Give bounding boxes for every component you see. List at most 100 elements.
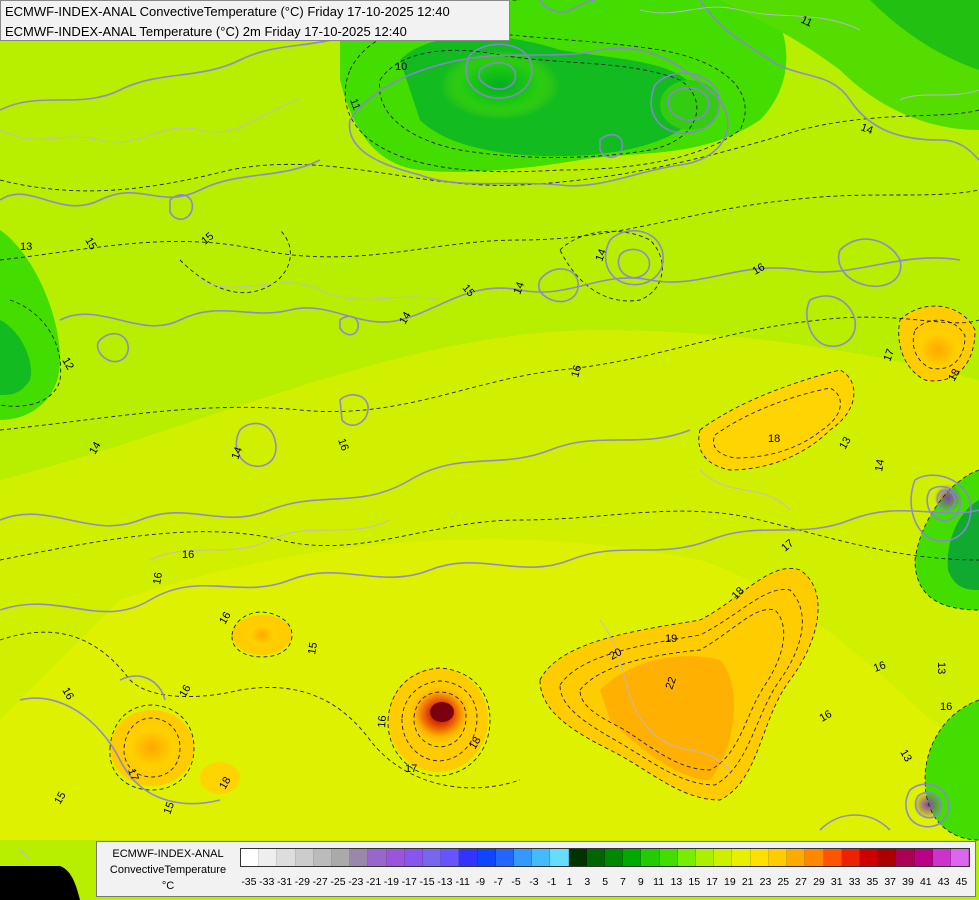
contour-label: 16 bbox=[569, 364, 584, 379]
contour-label: 14 bbox=[512, 280, 527, 296]
legend-color-cell bbox=[914, 849, 933, 866]
legend-color-cell bbox=[368, 849, 387, 866]
contour-label: 16 bbox=[872, 659, 888, 674]
legend-tick: -31 bbox=[276, 876, 293, 888]
contour-label: 14 bbox=[87, 440, 104, 457]
legend-tick: 39 bbox=[902, 876, 914, 888]
legend-tick: 7 bbox=[620, 876, 626, 888]
legend-color-cell bbox=[568, 849, 587, 866]
legend-color-cell bbox=[950, 849, 970, 866]
legend-tick-labels: -35 -33 -31 -29 -27 -25 -23 -21 -19 -17 -15 -13 -11-… bbox=[240, 876, 970, 890]
contour-label: 13 bbox=[837, 435, 854, 452]
legend-tick: 21 bbox=[741, 876, 754, 888]
contour-label: 17 bbox=[125, 767, 140, 783]
legend-tick: -13 bbox=[437, 876, 453, 888]
contour-label: 16 bbox=[335, 437, 350, 453]
legend-color-cell bbox=[896, 849, 915, 866]
contour-label: 15 bbox=[82, 236, 99, 253]
legend-color-cell bbox=[404, 849, 424, 866]
legend-tick: -17 bbox=[401, 876, 417, 888]
contour-label: 18 bbox=[768, 433, 780, 445]
legend-tick: -1 bbox=[547, 876, 557, 888]
legend-tick: -15 bbox=[419, 876, 435, 888]
legend-source: ECMWF-INDEX-ANAL bbox=[112, 848, 224, 860]
temperature-contours bbox=[0, 0, 979, 831]
legend-color-cell bbox=[787, 849, 806, 866]
legend-color-cell bbox=[841, 849, 860, 866]
contour-label: 18 bbox=[946, 367, 963, 384]
legend-tick: 25 bbox=[777, 876, 790, 888]
contour-label: 16 bbox=[751, 261, 768, 278]
contour-label: 12 bbox=[59, 356, 76, 373]
legend-color-cell bbox=[386, 849, 405, 866]
legend-color-cell bbox=[732, 849, 751, 866]
legend-color-cell bbox=[714, 849, 733, 866]
legend-variable: ConvectiveTemperature bbox=[109, 864, 227, 876]
legend-color-cell bbox=[750, 849, 769, 866]
contour-label: 16 bbox=[217, 610, 234, 627]
contour-label: 16 bbox=[177, 683, 194, 700]
contour-label: 14 bbox=[594, 247, 609, 263]
contour-label: 15 bbox=[52, 790, 69, 807]
legend-tick: 9 bbox=[637, 876, 644, 888]
legend-tick: 41 bbox=[919, 876, 932, 888]
contour-label: 10 bbox=[395, 61, 407, 73]
legend-color-cell bbox=[477, 849, 496, 866]
legend-color-cell bbox=[441, 849, 460, 866]
legend-tick: 31 bbox=[830, 876, 843, 888]
contour-label: 15 bbox=[162, 800, 177, 816]
legend-tick: 3 bbox=[584, 876, 591, 888]
legend-color-cell bbox=[350, 849, 369, 866]
legend-color-cell bbox=[495, 849, 515, 866]
contour-label: 11 bbox=[347, 97, 362, 112]
legend-tick: -19 bbox=[383, 876, 399, 888]
legend-tick: 17 bbox=[706, 876, 718, 888]
contour-label: 14 bbox=[859, 122, 875, 137]
contour-label: 16 bbox=[151, 571, 165, 585]
legend-color-cell bbox=[313, 849, 333, 866]
legend-color-cell bbox=[768, 849, 788, 866]
legend-color-cell bbox=[677, 849, 697, 866]
legend-tick: -33 bbox=[259, 876, 275, 888]
contour-label: 13 bbox=[20, 241, 32, 253]
legend-color-cell bbox=[605, 849, 624, 866]
legend-color-cell bbox=[332, 849, 351, 866]
contour-label: 16 bbox=[59, 686, 76, 703]
legend-tick: 11 bbox=[653, 876, 665, 888]
contour-label: 15 bbox=[306, 641, 320, 655]
legend-color-cell bbox=[859, 849, 879, 866]
legend-color-cell bbox=[259, 849, 278, 866]
legend-color-cell bbox=[641, 849, 660, 866]
legend-color-cell bbox=[423, 849, 442, 866]
legend-tick: 33 bbox=[848, 876, 861, 888]
legend-tick: -29 bbox=[294, 876, 310, 888]
warm-area-east bbox=[698, 370, 854, 470]
legend-color-bar bbox=[240, 848, 970, 867]
legend-tick: -11 bbox=[455, 876, 470, 888]
legend-tick: 35 bbox=[866, 876, 879, 888]
legend-color-cell bbox=[586, 849, 606, 866]
legend-tick: 37 bbox=[884, 876, 896, 888]
contour-label: 18 bbox=[467, 735, 484, 752]
contour-label: 20 bbox=[608, 646, 625, 663]
legend-color-cell bbox=[295, 849, 314, 866]
legend-tick: -5 bbox=[511, 876, 521, 888]
legend-color-cell bbox=[514, 849, 533, 866]
contour-label: 14 bbox=[873, 458, 887, 472]
contour-label: 16 bbox=[182, 549, 194, 561]
legend-color-cell bbox=[805, 849, 824, 866]
contour-label: 17 bbox=[405, 763, 417, 775]
legend-tick: 1 bbox=[566, 876, 573, 888]
legend-tick: 13 bbox=[670, 876, 683, 888]
contour-label: 11 bbox=[799, 14, 814, 30]
legend-color-cell bbox=[623, 849, 642, 866]
legend-tick: -3 bbox=[529, 876, 539, 888]
legend-tick: 15 bbox=[688, 876, 701, 888]
legend-unit: °C bbox=[161, 880, 175, 892]
legend-color-cell bbox=[696, 849, 715, 866]
contour-label: 18 bbox=[217, 775, 234, 792]
contour-label: 17 bbox=[882, 347, 897, 363]
map-title-convective: ECMWF-INDEX-ANAL ConvectiveTemperature (… bbox=[5, 4, 450, 19]
legend-tick: 27 bbox=[795, 876, 807, 888]
